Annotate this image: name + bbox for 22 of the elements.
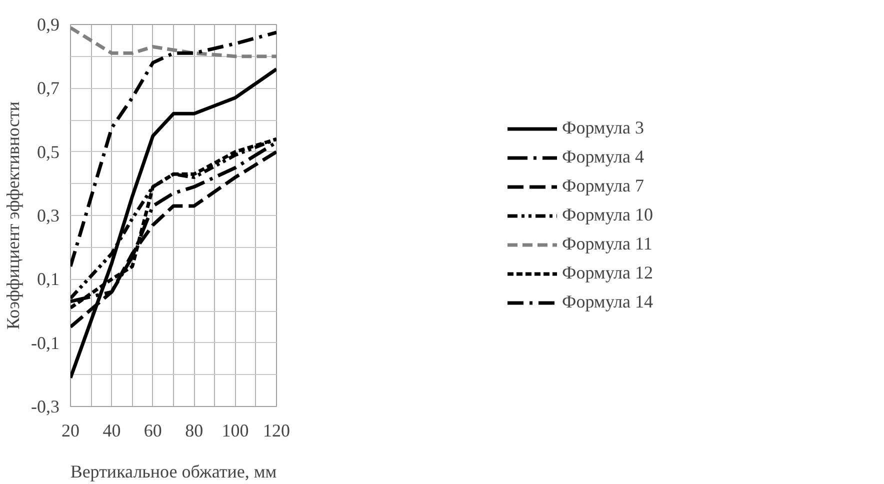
- legend-label: Формула 11: [562, 234, 652, 254]
- legend-label: Формула 4: [562, 146, 644, 168]
- x-tick-label: 20: [62, 420, 80, 440]
- legend-label: Формула 7: [562, 176, 644, 196]
- legend-label: Формула 3: [562, 118, 644, 138]
- y-axis-title: Коэффициент эффективности: [3, 101, 24, 330]
- x-tick-label: 60: [144, 420, 162, 440]
- y-tick-label: 0,3: [37, 206, 60, 226]
- x-tick-label: 100: [222, 420, 249, 440]
- legend-label: Формула 10: [562, 204, 654, 226]
- x-tick-label: 40: [102, 420, 121, 440]
- x-tick-label: 80: [185, 420, 204, 440]
- x-tick-label: 120: [263, 420, 290, 440]
- y-tick-label: -0,3: [31, 396, 60, 416]
- y-tick-label: 0,5: [37, 142, 60, 162]
- y-tick-label: -0,1: [31, 332, 60, 353]
- y-tick-label: 0,7: [37, 78, 60, 98]
- x-axis-title: Вертикальное обжатие, мм: [70, 462, 277, 482]
- legend-label: Формула 14: [562, 292, 654, 312]
- y-tick-label: 0,1: [37, 269, 60, 290]
- legend-label: Формула 12: [562, 262, 654, 284]
- y-tick-label: 0,9: [37, 14, 60, 34]
